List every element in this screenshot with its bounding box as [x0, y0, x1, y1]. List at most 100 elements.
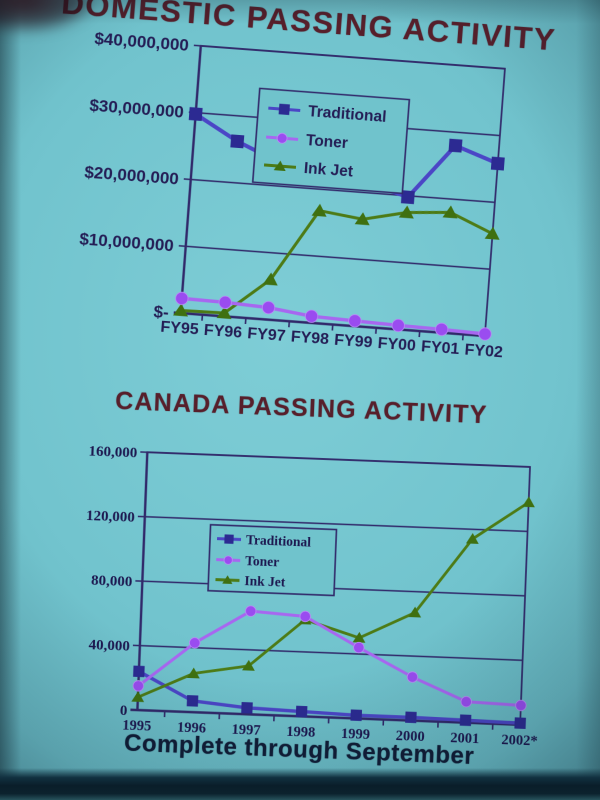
x-tick-label: FY02	[464, 342, 504, 362]
legend-marker-ink-jet	[222, 575, 233, 585]
y-tick-label: $-	[153, 302, 170, 322]
marker-ink-jet	[262, 272, 278, 286]
marker-traditional	[133, 665, 145, 678]
series-toner	[175, 291, 492, 341]
marker-ink-jet	[352, 631, 366, 643]
series-ink-jet	[131, 496, 535, 703]
marker-ink-jet	[173, 303, 188, 317]
legend-item-ink-jet: Ink Jet	[263, 160, 354, 181]
x-tick-label: FY95	[160, 319, 200, 339]
x-tick-label: FY96	[203, 322, 243, 342]
marker-toner	[435, 322, 449, 336]
marker-traditional	[295, 705, 308, 718]
y-tick-label: 160,000	[88, 443, 137, 461]
marker-toner	[478, 327, 492, 341]
y-axis-labels: 160,000 120,000 80,000 40,000 0	[86, 443, 138, 719]
marker-toner	[353, 641, 365, 654]
legend-item-toner: Toner	[216, 553, 280, 569]
marker-toner	[406, 671, 419, 683]
marker-ink-jet	[465, 533, 479, 544]
series-line-toner	[136, 609, 523, 707]
marker-traditional	[459, 714, 472, 727]
x-tick-label: FY99	[334, 332, 374, 352]
marker-toner	[304, 309, 319, 323]
legend-marker-traditional	[278, 103, 290, 116]
y-tick-label: $20,000,000	[84, 163, 180, 189]
x-tick-label: 1997	[231, 722, 261, 739]
marker-toner	[132, 680, 145, 692]
legend-label-ink-jet: Ink Jet	[303, 160, 353, 181]
legend-label-traditional: Traditional	[246, 532, 312, 549]
marker-toner	[245, 605, 257, 617]
marker-ink-jet	[311, 203, 327, 217]
legend-box	[207, 523, 338, 597]
y-tick-label: $30,000,000	[89, 96, 185, 122]
x-tick-label: FY01	[421, 338, 461, 358]
domestic-chart-section: DOMESTIC PASSING ACTIVITY $40,000,000 $30…	[15, 0, 588, 424]
chart-root: $40,000,000 $30,000,000 $20,000,000 $10,000…	[79, 29, 506, 362]
canada-chart-section: CANADA PASSING ACTIVITY 160,000 120,000 80…	[22, 380, 598, 800]
marker-ink-jet	[187, 667, 200, 679]
x-tick-label: FY98	[290, 328, 330, 348]
x-tick-label: 1996	[177, 720, 207, 737]
marker-toner	[299, 610, 311, 623]
y-tick-label: 0	[120, 703, 128, 719]
x-tick-label: 1999	[341, 726, 371, 743]
marker-traditional	[350, 709, 363, 722]
marker-toner	[460, 696, 472, 708]
marker-ink-jet	[242, 659, 255, 671]
x-tick-label: 1998	[286, 724, 316, 741]
x-axis-labels: 1995 1996 1997 1998 1999 2000 2001 2002*	[122, 717, 538, 749]
legend-label-toner: Toner	[245, 553, 280, 569]
y-tick-label: 80,000	[91, 573, 133, 591]
legend: Traditional Toner Ink Jet	[207, 523, 338, 597]
marker-traditional	[186, 695, 199, 707]
marker-ink-jet	[354, 212, 370, 226]
x-tick-label: 1995	[122, 717, 152, 734]
series-ink-jet	[173, 203, 500, 320]
y-tick-label: 120,000	[86, 508, 135, 526]
marker-toner	[218, 295, 232, 309]
marker-traditional	[448, 138, 463, 153]
marker-ink-jet	[398, 205, 414, 219]
series-toner	[132, 605, 527, 712]
x-tick-label: 2000	[395, 728, 425, 745]
x-tick-label: FY97	[247, 325, 287, 345]
marker-traditional	[188, 107, 203, 121]
series-line-ink-jet	[136, 501, 531, 699]
series-line-traditional	[137, 669, 522, 725]
marker-toner	[515, 699, 527, 712]
gridline	[132, 644, 523, 662]
y-axis	[179, 45, 202, 314]
marker-traditional	[405, 711, 417, 724]
legend-item-traditional: Traditional	[216, 532, 312, 550]
y-axis-labels: $40,000,000 $30,000,000 $20,000,000 $10,000…	[79, 29, 190, 322]
marker-traditional	[241, 702, 253, 714]
x-axis-labels: FY95 FY96 FY97 FY98 FY99 FY00 FY01 FY02	[160, 319, 504, 362]
legend-item-traditional: Traditional	[268, 103, 387, 126]
marker-toner	[261, 301, 276, 315]
x-tick-label: 2001	[450, 730, 480, 747]
legend-marker-ink-jet	[273, 160, 286, 172]
marker-traditional	[400, 190, 415, 205]
series-traditional	[133, 665, 526, 729]
marker-traditional	[490, 156, 505, 171]
gridline	[137, 515, 528, 533]
legend-item-toner: Toner	[266, 132, 348, 152]
y-tick-label: $40,000,000	[94, 29, 190, 55]
y-tick-label: 40,000	[88, 637, 130, 655]
legend-label-toner: Toner	[305, 132, 348, 152]
gridlines	[173, 44, 506, 338]
legend-label-ink-jet: Ink Jet	[244, 573, 286, 590]
gridline	[183, 178, 495, 204]
x-axis-ticks	[201, 314, 464, 341]
domestic-chart: $40,000,000 $30,000,000 $20,000,000 $10,000…	[79, 29, 506, 362]
legend-marker-toner	[223, 555, 233, 565]
x-tick-label: FY00	[377, 335, 417, 355]
marker-ink-jet	[131, 691, 145, 703]
series-line-toner	[180, 296, 487, 336]
legend-marker-toner	[276, 132, 288, 144]
